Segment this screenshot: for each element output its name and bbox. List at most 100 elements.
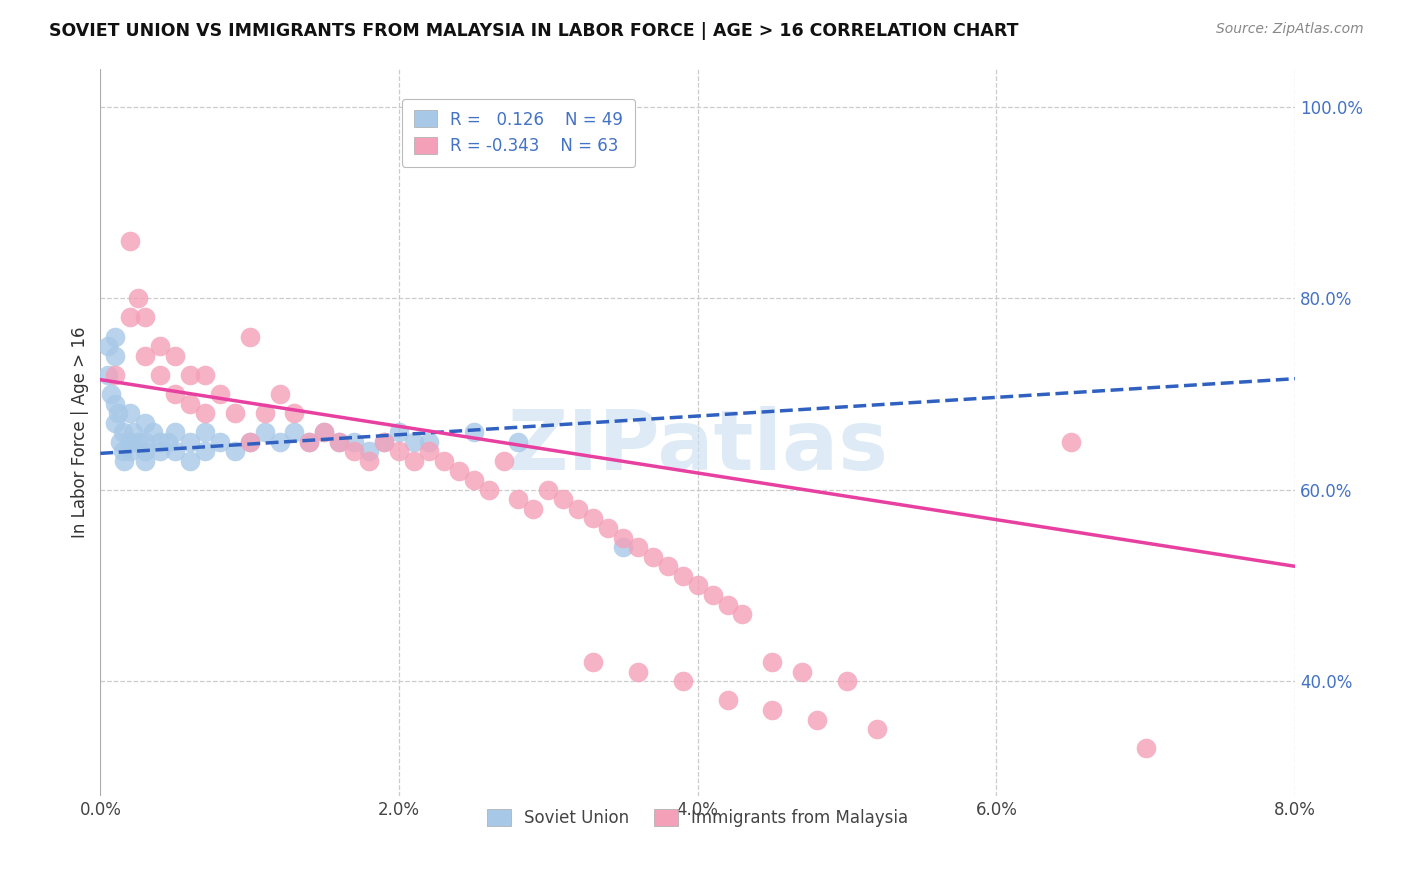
Point [194, 444, 217, 458]
Point [866, 722, 889, 736]
Point [120, 310, 142, 325]
Point [97, 368, 120, 382]
Point [112, 454, 135, 468]
Point [343, 444, 366, 458]
Point [553, 492, 575, 507]
Point [1060, 434, 1083, 449]
Point [163, 349, 186, 363]
Point [627, 540, 650, 554]
Point [328, 434, 350, 449]
Point [120, 434, 142, 449]
Point [104, 368, 127, 382]
Point [343, 434, 366, 449]
Point [388, 425, 411, 440]
Point [149, 444, 172, 458]
Point [716, 598, 738, 612]
Point [716, 693, 738, 707]
Point [792, 665, 814, 679]
Point [194, 425, 217, 440]
Point [761, 703, 783, 717]
Point [447, 464, 470, 478]
Point [657, 559, 679, 574]
Point [208, 387, 231, 401]
Point [298, 434, 321, 449]
Point [359, 444, 381, 458]
Point [239, 434, 262, 449]
Point [612, 540, 634, 554]
Point [163, 387, 186, 401]
Point [269, 434, 291, 449]
Point [463, 425, 485, 440]
Point [179, 396, 201, 410]
Point [433, 454, 456, 468]
Point [149, 434, 172, 449]
Point [104, 416, 127, 430]
Point [641, 549, 664, 564]
Point [402, 454, 425, 468]
Point [120, 406, 142, 420]
Point [418, 444, 440, 458]
Legend: Soviet Union, Immigrants from Malaysia: Soviet Union, Immigrants from Malaysia [479, 800, 917, 835]
Point [163, 425, 186, 440]
Point [100, 387, 122, 401]
Point [97, 339, 120, 353]
Point [134, 454, 156, 468]
Point [328, 434, 350, 449]
Point [104, 329, 127, 343]
Point [104, 396, 127, 410]
Point [373, 434, 395, 449]
Point [761, 655, 783, 669]
Point [672, 569, 695, 583]
Point [298, 434, 321, 449]
Point [806, 713, 828, 727]
Point [835, 674, 858, 689]
Point [402, 434, 425, 449]
Point [122, 425, 145, 440]
Point [567, 502, 589, 516]
Point [314, 425, 336, 440]
Point [253, 425, 276, 440]
Point [373, 434, 395, 449]
Point [478, 483, 501, 497]
Point [120, 234, 142, 248]
Text: SOVIET UNION VS IMMIGRANTS FROM MALAYSIA IN LABOR FORCE | AGE > 16 CORRELATION C: SOVIET UNION VS IMMIGRANTS FROM MALAYSIA… [49, 22, 1019, 40]
Point [253, 406, 276, 420]
Point [142, 425, 165, 440]
Point [686, 578, 709, 592]
Point [627, 665, 650, 679]
Point [111, 425, 134, 440]
Point [194, 368, 217, 382]
Point [107, 406, 129, 420]
Point [149, 368, 172, 382]
Point [224, 444, 246, 458]
Point [582, 655, 605, 669]
Point [134, 416, 156, 430]
Point [134, 349, 156, 363]
Point [582, 511, 605, 525]
Point [239, 434, 262, 449]
Point [702, 588, 724, 602]
Point [104, 349, 127, 363]
Point [314, 425, 336, 440]
Point [134, 310, 156, 325]
Point [179, 454, 201, 468]
Text: Source: ZipAtlas.com: Source: ZipAtlas.com [1216, 22, 1364, 37]
Point [508, 492, 530, 507]
Point [463, 473, 485, 487]
Point [359, 454, 381, 468]
Point [108, 434, 131, 449]
Point [269, 387, 291, 401]
Point [596, 521, 619, 535]
Y-axis label: In Labor Force | Age > 16: In Labor Force | Age > 16 [72, 326, 89, 538]
Text: ZIPatlas: ZIPatlas [508, 407, 889, 487]
Point [388, 444, 411, 458]
Point [134, 434, 156, 449]
Point [418, 434, 440, 449]
Point [127, 291, 149, 305]
Point [179, 368, 201, 382]
Point [163, 444, 186, 458]
Point [1135, 741, 1157, 756]
Point [537, 483, 560, 497]
Point [156, 434, 179, 449]
Point [283, 425, 305, 440]
